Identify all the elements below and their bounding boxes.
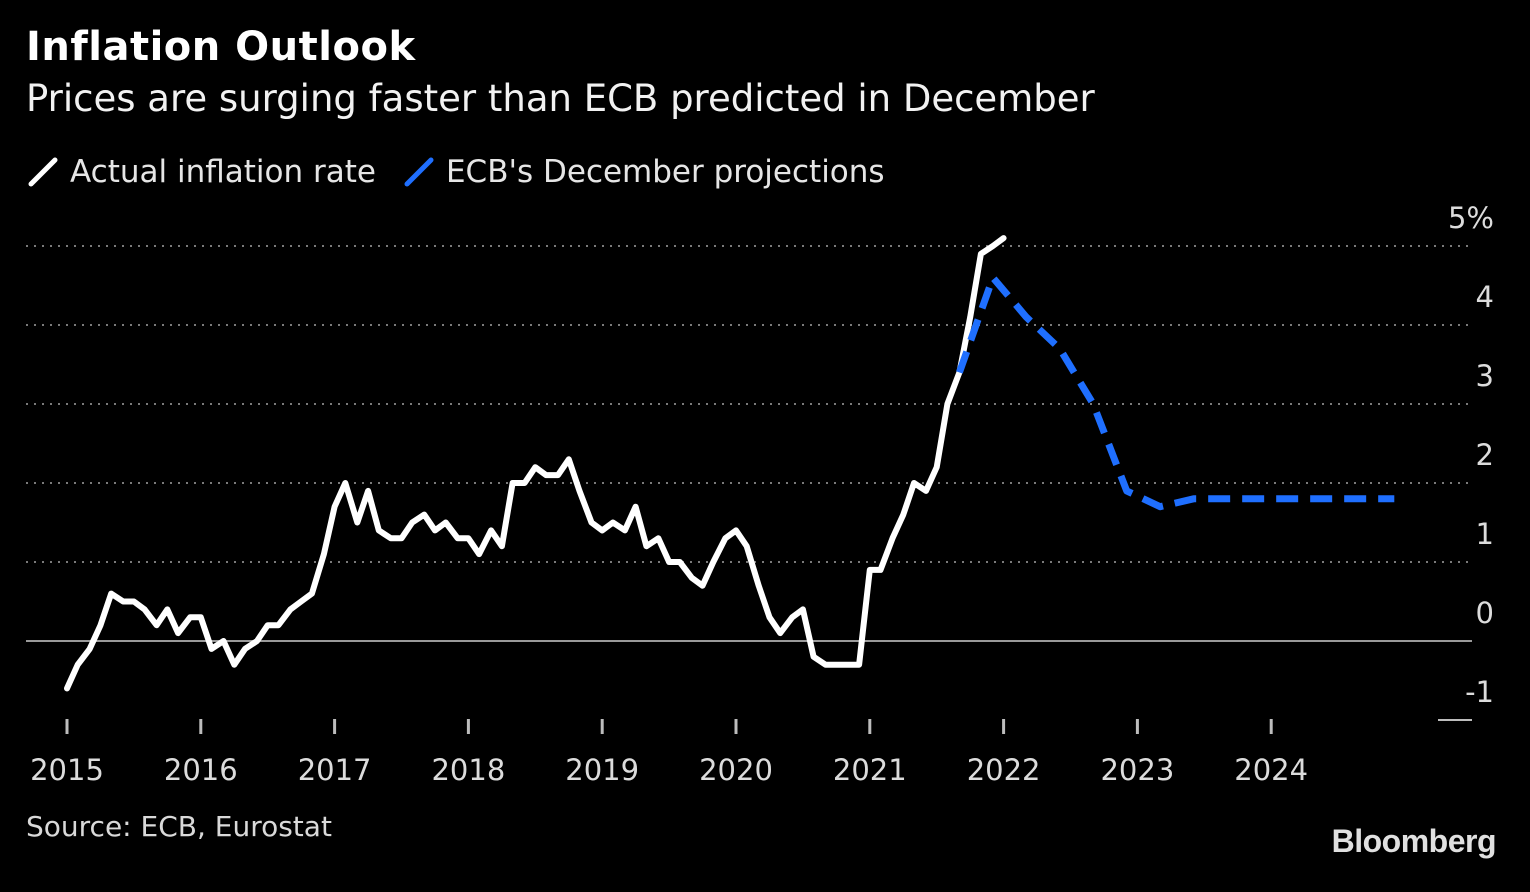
brand-logo: Bloomberg — [1331, 823, 1497, 859]
source-note: Source: ECB, Eurostat — [26, 810, 332, 843]
y-tick-label: 0 — [1476, 596, 1494, 630]
legend-item-projection: ECB's December projections — [402, 154, 885, 190]
legend: Actual inflation rate ECB's December pro… — [26, 152, 911, 192]
y-tick-label: 5% — [1448, 201, 1494, 235]
y-tick-label: 1 — [1476, 517, 1494, 551]
x-tick-label: 2022 — [967, 753, 1041, 787]
x-tick-label: 2023 — [1100, 753, 1174, 787]
legend-label-actual: Actual inflation rate — [70, 154, 376, 190]
legend-item-actual: Actual inflation rate — [26, 154, 376, 190]
series-line-actual — [64, 235, 1007, 692]
series-line-projection — [956, 274, 1395, 511]
legend-swatch-actual — [28, 157, 58, 187]
y-tick-label: -1 — [1465, 675, 1494, 709]
y-tick-label: 2 — [1476, 438, 1494, 472]
x-tick-label: 2017 — [298, 753, 372, 787]
y-tick-label: 3 — [1476, 359, 1494, 393]
chart-subtitle: Prices are surging faster than ECB predi… — [26, 77, 1095, 120]
legend-swatch-projection — [404, 157, 434, 187]
x-tick-label: 2020 — [699, 753, 773, 787]
x-tick-label: 2018 — [431, 753, 505, 787]
x-tick-label: 2016 — [164, 753, 238, 787]
y-tick-label: 4 — [1476, 280, 1494, 314]
x-tick-label: 2015 — [30, 753, 104, 787]
chart-title: Inflation Outlook — [26, 24, 416, 70]
x-tick-label: 2021 — [833, 753, 907, 787]
legend-label-projection: ECB's December projections — [445, 154, 885, 190]
x-tick-label: 2019 — [565, 753, 639, 787]
x-tick-label: 2024 — [1234, 753, 1308, 787]
